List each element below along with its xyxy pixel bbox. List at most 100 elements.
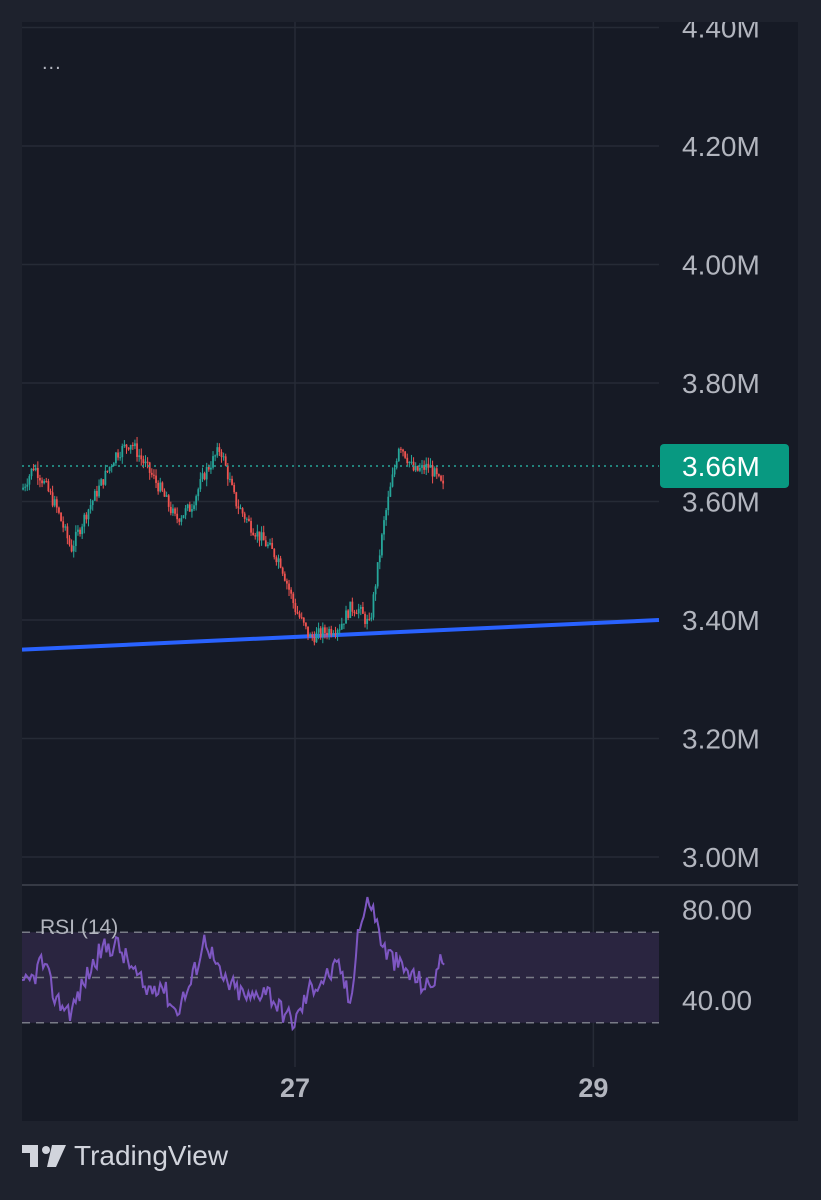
candle-body — [131, 444, 134, 447]
candle-body — [423, 465, 426, 470]
candle-body — [241, 508, 244, 514]
candle-body — [378, 555, 381, 563]
candle-body — [243, 513, 246, 519]
candle-body — [195, 496, 198, 506]
candle-body — [205, 467, 208, 480]
candle-body — [96, 490, 98, 497]
tradingview-logo[interactable]: TradingView — [22, 1140, 228, 1172]
candle-body — [328, 628, 331, 636]
candle-body — [140, 455, 143, 460]
candle-body — [36, 468, 39, 479]
price-tick-label: 3.40M — [682, 605, 760, 636]
candle-body — [53, 499, 56, 506]
candle-body — [51, 492, 54, 506]
candle-body — [224, 456, 227, 466]
candle-body — [315, 632, 318, 643]
candle-body — [178, 519, 181, 522]
candle-body — [201, 473, 204, 480]
candle-body — [245, 518, 248, 520]
candle-body — [340, 623, 343, 630]
candle-body — [324, 627, 326, 633]
candle-body — [330, 628, 333, 635]
candle-body — [431, 465, 434, 477]
candle-body — [134, 443, 136, 447]
candle-body — [406, 457, 409, 464]
rsi-line — [22, 896, 445, 1032]
candle-body — [355, 613, 358, 615]
candle-body — [176, 513, 179, 520]
candle-body — [393, 467, 396, 475]
candle-body — [121, 445, 124, 458]
candle-body — [374, 586, 377, 595]
candle-body — [294, 603, 297, 613]
candle-body — [155, 475, 157, 483]
candle-body — [210, 467, 212, 470]
candle-body — [72, 545, 75, 552]
candle-body — [188, 504, 191, 512]
last-price-label: 3.66M — [682, 451, 760, 482]
chart-canvas[interactable]: 27 29 3.00M 3.20M 3.40M 3.60M 3.80M 4.00M 4.20M 4… — [22, 22, 798, 1121]
candle-body — [153, 474, 155, 476]
candle-body — [191, 509, 193, 512]
candle-body — [30, 468, 33, 477]
candle-body — [347, 610, 350, 618]
candle-body — [129, 444, 132, 450]
candle-body — [157, 482, 160, 492]
candle-body — [214, 455, 217, 457]
candle-body — [148, 462, 151, 473]
candle-body — [300, 617, 303, 619]
candle-body — [85, 514, 88, 520]
candle-body — [58, 507, 60, 513]
candle-body — [414, 465, 417, 471]
candle-body — [334, 633, 337, 635]
candle-body — [123, 444, 126, 446]
candle-body — [311, 634, 314, 637]
price-tick-label: 3.00M — [682, 842, 760, 873]
candle-body — [89, 505, 92, 510]
candle-body — [258, 531, 261, 541]
candle-body — [385, 510, 388, 521]
candle-body — [207, 467, 210, 470]
price-tick-label: 3.20M — [682, 724, 760, 755]
candle-body — [279, 558, 282, 568]
candle-body — [419, 467, 421, 471]
candle-body — [216, 447, 219, 456]
candle-body — [250, 520, 252, 533]
candle-body — [408, 461, 411, 464]
candle-body — [184, 508, 187, 516]
candle-body — [24, 486, 27, 488]
menu-dots-icon[interactable]: ... — [42, 52, 62, 74]
candle-body — [383, 520, 385, 535]
candle-body — [305, 622, 307, 627]
candle-body — [172, 508, 174, 514]
candle-body — [435, 468, 438, 475]
candle-body — [421, 465, 423, 468]
candle-body — [387, 496, 390, 511]
price-tick-label: 4.40M — [682, 22, 760, 44]
candle-body — [442, 480, 445, 484]
candle-body — [66, 526, 69, 539]
chart-frame: 27 29 3.00M 3.20M 3.40M 3.60M 3.80M 4.00M 4.20M 4… — [22, 22, 798, 1121]
candle-body — [182, 515, 185, 518]
candle-body — [34, 468, 37, 471]
candle-body — [237, 506, 240, 509]
candle-body — [150, 472, 153, 475]
candle-body — [400, 448, 402, 450]
candle-body — [125, 444, 128, 448]
price-tick-label: 4.00M — [682, 250, 760, 281]
price-tick-label: 4.20M — [682, 131, 760, 162]
candle-body — [144, 461, 147, 464]
candle-body — [288, 583, 290, 590]
time-tick-label: 29 — [578, 1073, 608, 1103]
candle-body — [309, 634, 312, 637]
candle-body — [440, 475, 442, 481]
candle-body — [338, 629, 341, 631]
candle-body — [438, 474, 440, 476]
candle-body — [231, 478, 233, 485]
candle-body — [239, 508, 242, 510]
candle-body — [353, 611, 356, 614]
candle-body — [32, 468, 35, 471]
candle-body — [229, 478, 231, 480]
candle-body — [41, 480, 43, 484]
candle-body — [77, 529, 79, 532]
